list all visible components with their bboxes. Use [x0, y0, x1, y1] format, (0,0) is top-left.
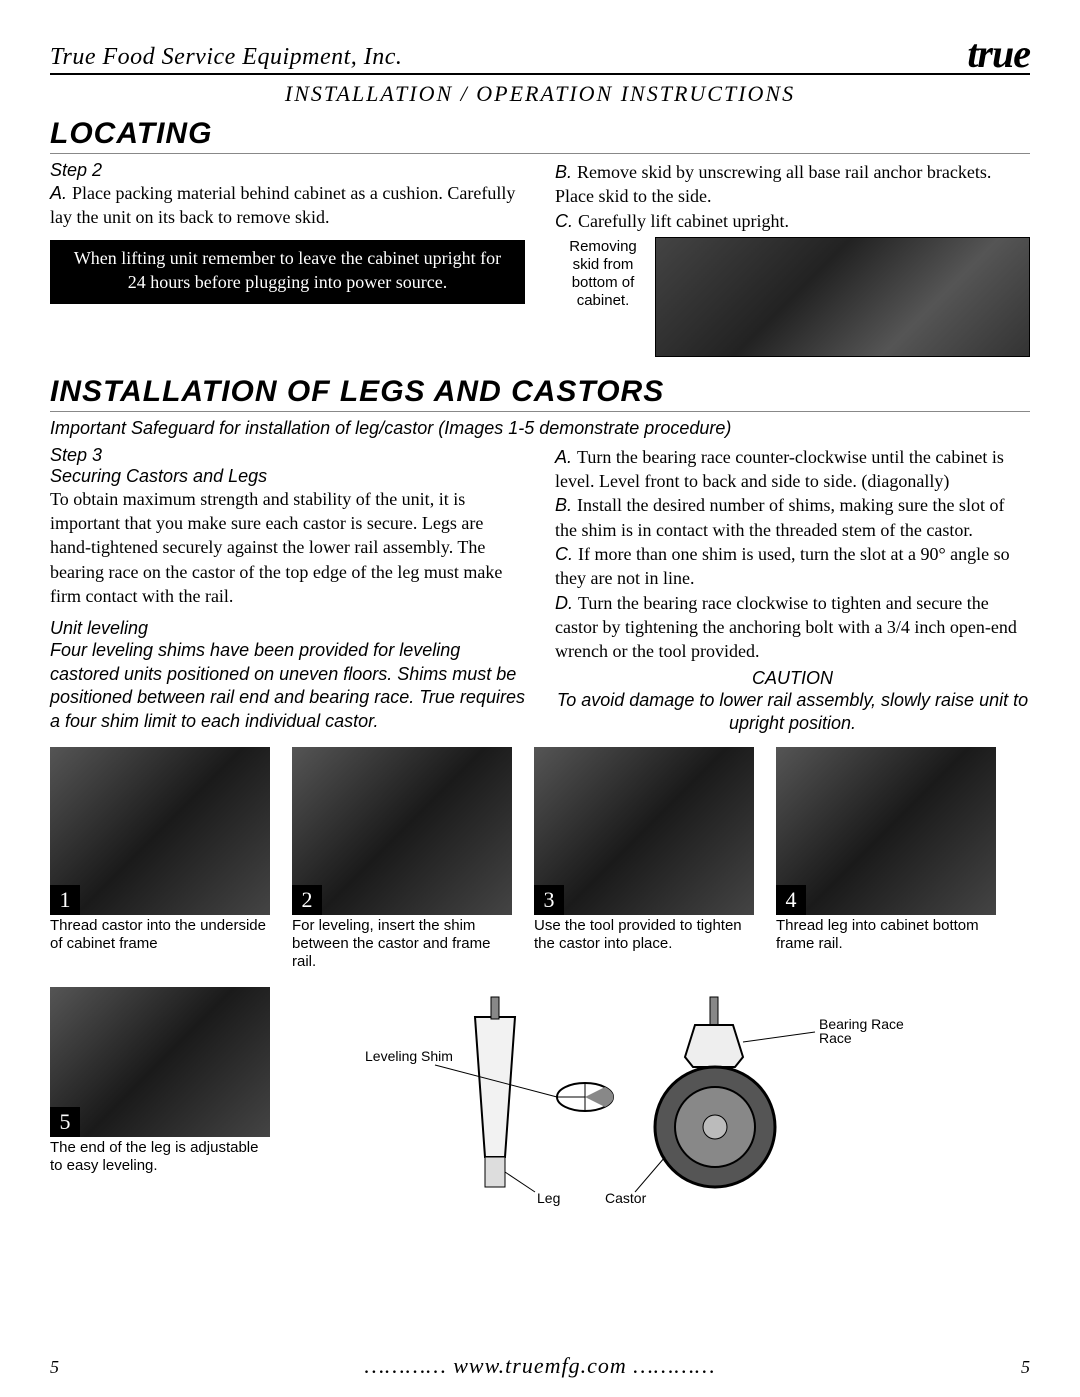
step3-label: Step 3 [50, 445, 525, 466]
caution-body: To avoid damage to lower rail assembly, … [555, 689, 1030, 736]
thumbnail-row: 1 Thread castor into the underside of ca… [50, 747, 1030, 971]
locating-columns: Step 2 A. Place packing material behind … [50, 160, 1030, 357]
brand-logo: true [967, 30, 1030, 77]
legs-c: C. If more than one shim is used, turn t… [555, 542, 1030, 591]
page-footer: 5 ………… www.truemfg.com ………… 5 [50, 1353, 1030, 1379]
step2-label: Step 2 [50, 160, 525, 181]
leveling-para: Four leveling shims have been provided f… [50, 639, 525, 733]
thumb-4: 4 Thread leg into cabinet bottom frame r… [776, 747, 996, 971]
label-shim: Leveling Shim [365, 1048, 453, 1064]
safeguard-note: Important Safeguard for installation of … [50, 418, 1030, 439]
caution-title: CAUTION [555, 668, 1030, 689]
skid-photo-label: Removing skid from bottom of cabinet. [556, 238, 656, 310]
doc-subtitle: INSTALLATION / OPERATION INSTRUCTIONS [50, 81, 1030, 107]
legs-b: B. Install the desired number of shims, … [555, 493, 1030, 542]
legs-a: A. Turn the bearing race counter-clockwi… [555, 445, 1030, 494]
leveling-subhead: Unit leveling [50, 618, 525, 639]
bottom-row: 5 The end of the leg is adjustable to ea… [50, 987, 1030, 1207]
page-num-left: 5 [50, 1357, 59, 1378]
step2-b: B. Remove skid by unscrewing all base ra… [555, 160, 1030, 209]
thumb-1: 1 Thread castor into the underside of ca… [50, 747, 270, 971]
svg-text:Race: Race [819, 1030, 852, 1046]
section-locating-title: LOCATING [50, 117, 1030, 154]
skid-photo: Removing skid from bottom of cabinet. [655, 237, 1030, 357]
leg-castor-diagram: Leveling Shim Leg Castor Bearing Race Ra… [300, 987, 1030, 1207]
securing-subhead: Securing Castors and Legs [50, 466, 525, 487]
footer-url: ………… www.truemfg.com ………… [365, 1353, 716, 1379]
step2-a: A. Place packing material behind cabinet… [50, 181, 525, 230]
label-castor: Castor [605, 1190, 647, 1206]
company-name: True Food Service Equipment, Inc. [50, 44, 402, 71]
securing-para: To obtain maximum strength and stability… [50, 487, 525, 608]
lifting-callout: When lifting unit remember to leave the … [50, 240, 525, 305]
thumb-2: 2 For leveling, insert the shim between … [292, 747, 512, 971]
legs-d: D. Turn the bearing race clockwise to ti… [555, 591, 1030, 664]
thumb-3: 3 Use the tool provided to tighten the c… [534, 747, 754, 971]
label-leg: Leg [537, 1190, 560, 1206]
thumb-5: 5 The end of the leg is adjustable to ea… [50, 987, 270, 1175]
legs-columns: Step 3 Securing Castors and Legs To obta… [50, 445, 1030, 735]
section-legs-title: INSTALLATION OF LEGS AND CASTORS [50, 375, 1030, 412]
step2-c: C. Carefully lift cabinet upright. [555, 209, 1030, 233]
header: True Food Service Equipment, Inc. true [50, 30, 1030, 75]
page-num-right: 5 [1021, 1357, 1030, 1378]
